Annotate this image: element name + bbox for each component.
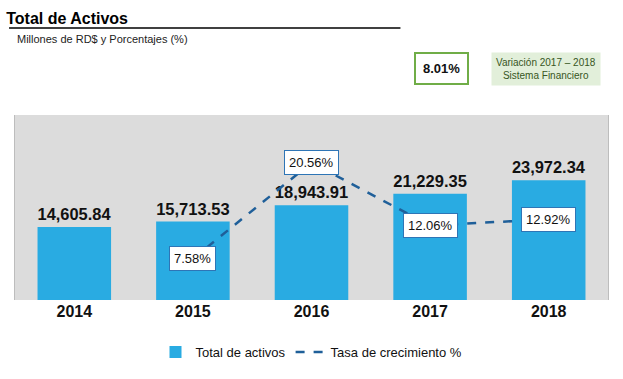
svg-text:2018: 2018 [531,303,567,320]
svg-text:15,713.53: 15,713.53 [156,200,229,219]
svg-text:21,229.35: 21,229.35 [393,172,466,191]
svg-text:12.06%: 12.06% [408,218,453,233]
svg-text:2017: 2017 [412,303,448,320]
svg-text:18,943.91: 18,943.91 [275,183,348,202]
svg-text:7.58%: 7.58% [174,251,211,266]
svg-text:12.92%: 12.92% [526,212,571,227]
svg-text:Total de Activos: Total de Activos [6,10,128,27]
svg-text:Variación 2017 – 2018Sistema F: Variación 2017 – 2018Sistema Financiero [496,57,596,81]
svg-text:2015: 2015 [175,303,211,320]
svg-text:Millones de RD$ y Porcentajes: Millones de RD$ y Porcentajes (%) [17,33,188,45]
svg-text:8.01%: 8.01% [423,61,460,76]
svg-text:Tasa de crecimiento %: Tasa de crecimiento % [331,345,462,360]
svg-text:14,605.84: 14,605.84 [38,205,112,223]
svg-text:2016: 2016 [294,303,330,320]
svg-text:23,972.34: 23,972.34 [512,158,586,176]
svg-text:Total de activos: Total de activos [196,345,286,360]
svg-text:2014: 2014 [57,303,93,320]
svg-text:20.56%: 20.56% [289,155,334,170]
